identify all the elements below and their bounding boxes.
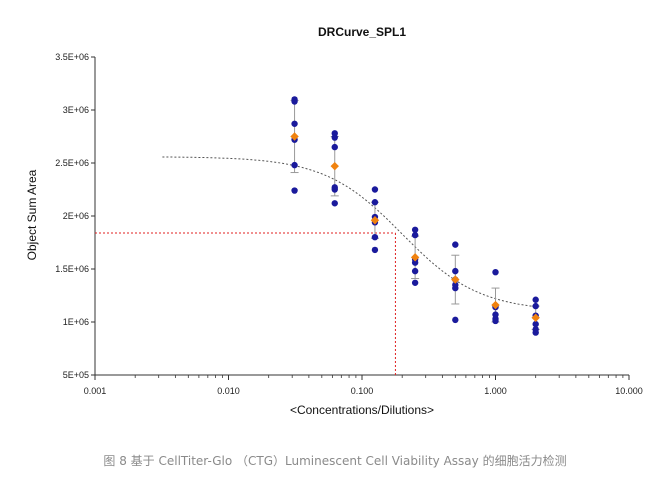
x-tick-label: 10.000 [615,386,643,396]
replicate-point [411,259,419,266]
mean-point [370,216,380,225]
mean-point [330,161,339,171]
replicate-point [371,186,379,193]
y-tick-label: 2E+06 [63,211,89,221]
y-tick-label: 1.5E+06 [55,264,89,274]
replicate-point [331,186,338,193]
mean-point [290,132,299,141]
chart-title: DRCurve_SPL1 [318,25,406,39]
plot-area: 5E+05 1E+06 1.5E+06 2E+06 2.5E+06 3E+06 3.5E+0… [55,52,643,396]
mean-point [531,313,540,322]
y-axis-title: Object Sum Area [25,169,39,260]
x-tick-label: 1.000 [484,386,507,396]
replicate-point [532,329,539,336]
x-tick-label: 0.100 [351,386,374,396]
replicate-point [492,317,499,325]
replicate-point [371,246,379,254]
replicate-point [331,134,338,141]
replicate-point [371,199,379,206]
replicate-point [532,320,539,328]
replicate-point [291,120,298,127]
dose-response-chart: DRCurve_SPL1 5E+05 1E+06 1.5E+06 2E+06 2.5E+… [25,25,643,417]
replicate-point [291,161,298,169]
replicate-point [452,267,459,275]
replicate-point [291,98,298,105]
mean-point [451,275,460,284]
replicate-point [411,231,419,239]
x-axis-title: <Concentrations/Dilutions> [290,403,434,417]
y-tick-label: 1E+06 [63,317,89,327]
x-tick-label: 0.010 [217,386,240,396]
replicate-point [411,267,419,275]
y-tick-label: 5E+05 [63,370,89,380]
mean-point [491,300,500,310]
y-tick-label: 3.5E+06 [55,52,89,62]
x-tick-label: 0.001 [84,386,107,396]
replicate-point [532,302,539,310]
mean-point [410,253,420,262]
replicate-point [371,234,379,241]
replicate-point [331,143,338,151]
replicate-point [411,279,419,286]
replicate-point [452,284,459,292]
figure-caption: 图 8 基于 CellTiter-Glo （CTG）Luminescent Ce… [103,454,567,468]
replicate-point [452,241,459,248]
replicate-point [291,187,298,194]
replicate-point [411,226,419,233]
replicate-point [532,296,539,303]
fit-curve [162,156,536,308]
replicate-point [331,200,338,207]
replicate-point [452,316,459,324]
y-tick-label: 3E+06 [63,105,89,115]
replicate-point [492,268,499,276]
y-tick-label: 2.5E+06 [55,158,89,168]
